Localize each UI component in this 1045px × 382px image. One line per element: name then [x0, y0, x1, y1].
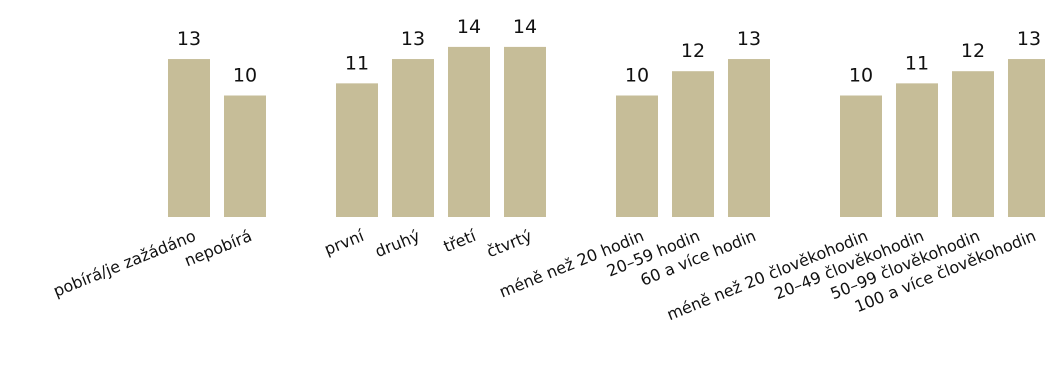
bar	[1008, 59, 1045, 217]
data-label: 11	[345, 52, 369, 74]
bar	[448, 46, 490, 218]
bar	[896, 83, 938, 217]
data-label: 14	[457, 16, 481, 38]
bar	[392, 59, 434, 217]
data-label: 13	[401, 28, 425, 50]
data-label: 10	[849, 65, 873, 87]
bar	[840, 95, 882, 217]
bar	[616, 95, 658, 217]
data-label: 13	[177, 28, 201, 50]
data-label: 12	[961, 40, 985, 62]
category-label: pobírá/je zažádáno	[50, 226, 198, 301]
bar	[168, 59, 210, 217]
data-label: 13	[737, 28, 761, 50]
category-label: třetí	[441, 226, 479, 256]
bar	[672, 71, 714, 217]
bar	[224, 95, 266, 217]
data-label: 10	[625, 65, 649, 87]
data-label: 13	[1017, 28, 1041, 50]
data-label: 14	[513, 16, 537, 38]
data-label: 10	[233, 65, 257, 87]
category-label: čtvrtý	[484, 226, 535, 261]
bar	[952, 71, 994, 217]
bar	[728, 59, 770, 217]
data-label: 11	[905, 52, 929, 74]
category-label: druhý	[372, 226, 422, 261]
data-label: 12	[681, 40, 705, 62]
bar	[504, 46, 546, 218]
category-label: první	[322, 226, 367, 259]
bar	[336, 83, 378, 217]
